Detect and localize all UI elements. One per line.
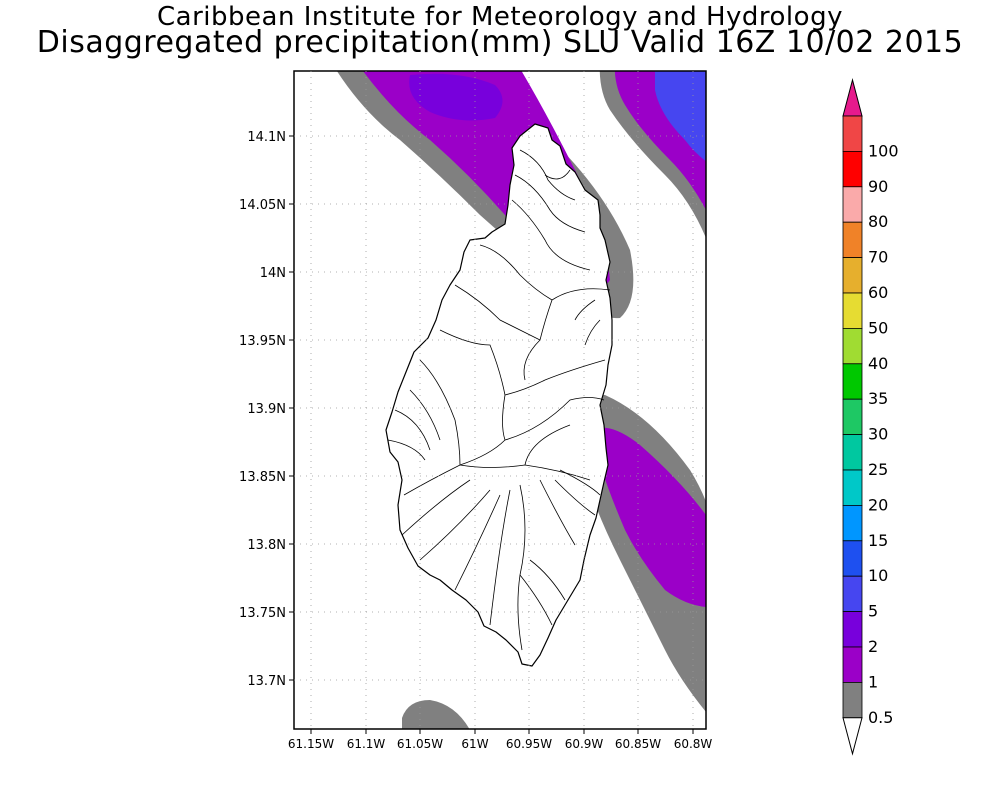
legend-color-swatch [842, 186, 863, 223]
y-tick-label: 13.75N [239, 606, 286, 621]
legend-label: 40 [868, 354, 888, 373]
y-tick-label: 14.1N [247, 130, 286, 145]
x-tick-label: 61W [461, 737, 488, 751]
y-axis-ticks: 14.1N 14.05N 14N 13.95N 13.9N 13.85N 13.8N 13.7… [239, 130, 294, 689]
legend-color-swatch [842, 504, 863, 542]
y-tick-label: 13.7N [247, 674, 286, 689]
legend-label: 10 [868, 566, 888, 585]
legend-label: 100 [868, 141, 899, 160]
legend-label: 5 [868, 602, 878, 621]
legend-color-swatch [842, 540, 863, 577]
legend-label: 35 [868, 389, 888, 408]
legend-label: 25 [868, 460, 888, 479]
legend-color-swatch [842, 398, 863, 436]
x-tick-label: 60.85W [615, 737, 661, 751]
legend-color-swatch [842, 257, 863, 294]
title-product: Disaggregated precipitation(mm) SLU Vali… [36, 25, 964, 60]
legend-label: 1 [868, 672, 878, 691]
legend-label: 50 [868, 318, 888, 337]
x-tick-label: 61.15W [288, 737, 334, 751]
saint-lucia-island [385, 123, 613, 667]
x-tick-label: 61.1W [347, 737, 386, 751]
x-axis-ticks: 61.15W 61.1W 61.05W 61W 60.95W 60.9W 60.85W 60.… [288, 729, 713, 751]
legend-color-swatch [842, 469, 863, 506]
legend-color-swatch [842, 150, 863, 188]
legend-label: 20 [868, 495, 888, 514]
legend-color-swatch [842, 646, 863, 683]
x-tick-label: 60.8W [674, 737, 713, 751]
legend-color-swatch [842, 115, 863, 152]
x-tick-label: 61.05W [397, 737, 443, 751]
x-tick-label: 60.95W [506, 737, 552, 751]
legend-label: 90 [868, 177, 888, 196]
legend-color-swatch [842, 611, 863, 648]
precip-band-0.5-1mm-southwest [402, 700, 470, 729]
legend-color-swatch [842, 327, 863, 365]
y-tick-label: 13.9N [247, 402, 286, 417]
legend-arrow-top [842, 78, 863, 117]
legend-color-swatch [842, 292, 863, 329]
title-institute: Caribbean Institute for Meteorology and … [157, 2, 843, 32]
legend-label: 0.5 [868, 708, 893, 727]
precip-band-1-2mm-east [597, 427, 706, 607]
y-tick-label: 13.95N [239, 334, 286, 349]
legend-arrow-bottom [842, 717, 863, 756]
y-tick-label: 14.05N [239, 198, 286, 213]
y-tick-label: 13.8N [247, 538, 286, 553]
island-coastline [385, 123, 613, 667]
legend-color-swatch [842, 434, 863, 471]
legend-label: 80 [868, 212, 888, 231]
x-tick-label: 60.9W [565, 737, 604, 751]
legend-color-swatch [842, 682, 863, 719]
plot-frame [293, 70, 707, 730]
legend-label: 60 [868, 283, 888, 302]
legend-label: 2 [868, 637, 878, 656]
legend-color-swatch [842, 363, 863, 400]
y-tick-label: 14N [260, 266, 286, 281]
watershed-boundaries [387, 149, 611, 651]
precip-band-5-10mm-northeast [655, 71, 706, 162]
legend-label: 30 [868, 425, 888, 444]
legend-label: 70 [868, 248, 888, 267]
y-tick-label: 13.85N [239, 470, 286, 485]
legend-color-swatch [842, 575, 863, 613]
legend-color-swatch [842, 221, 863, 258]
precip-band-2-5mm-north [409, 73, 503, 121]
legend-label: 15 [868, 531, 888, 550]
